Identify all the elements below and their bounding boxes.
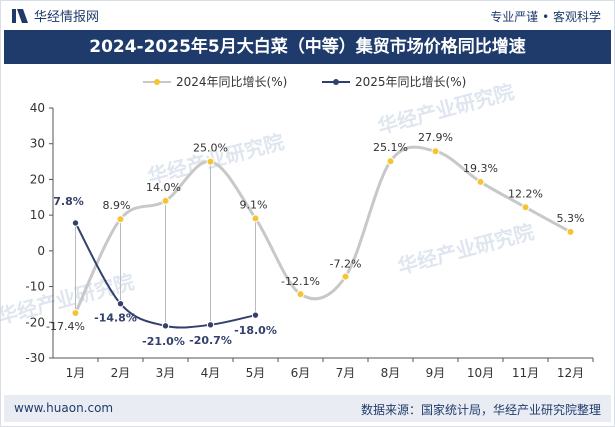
y-tick-label: -30 (25, 351, 45, 365)
point-2025 (251, 311, 260, 319)
data-label-2024: 9.1% (240, 198, 268, 211)
legend-marker-1 (154, 79, 160, 85)
data-label-2025: -21.0% (142, 335, 185, 348)
point-2024 (206, 157, 215, 166)
legend-label-2: 2025年同比增长(%) (355, 75, 466, 89)
x-tick-label: 12月 (557, 366, 584, 380)
data-label-2024: 27.9% (418, 131, 453, 144)
data-label-2025: -14.8% (94, 312, 137, 325)
point-2024 (71, 309, 80, 317)
footer-website: www.huaon.com (14, 401, 114, 415)
x-tick-label: 4月 (201, 366, 221, 380)
y-tick-label: -10 (25, 280, 45, 294)
brand-logo-icon (12, 8, 28, 23)
point-2025 (161, 322, 170, 330)
data-label-2025: 7.8% (53, 195, 84, 208)
legend-label-1: 2024年同比增长(%) (176, 75, 287, 89)
watermark-text: 华经产业研究院 (395, 219, 536, 278)
data-label-2025: -20.7% (189, 334, 232, 347)
point-2024 (341, 272, 350, 281)
data-label-2024: -17.4% (46, 320, 85, 333)
point-2024 (386, 157, 395, 166)
x-tick-label: 9月 (426, 366, 446, 380)
data-label-2024: 25.0% (193, 142, 228, 155)
x-tick-label: 2月 (111, 366, 131, 380)
data-label-2025: -18.0% (234, 324, 277, 337)
point-2024 (161, 196, 170, 205)
data-label-2024: 12.2% (508, 187, 543, 200)
data-label-2024: 14.0% (146, 181, 181, 194)
axes: 40 30 20 10 0 -10 -20 -30 1月 2月 3月 4月 5月 6月 7月 8月 9月 10月 1… (25, 101, 594, 380)
point-2024 (566, 227, 575, 236)
point-2025 (116, 300, 125, 308)
y-tick-label: 30 (30, 137, 45, 151)
data-label-2024: 19.3% (463, 162, 498, 175)
point-2024 (251, 214, 260, 223)
y-tick-label: -20 (25, 315, 45, 329)
data-label-2024: 5.3% (557, 212, 585, 225)
x-tick-label: 1月 (66, 366, 86, 380)
point-2025 (71, 219, 80, 227)
x-tick-label: 11月 (512, 366, 539, 380)
point-2025 (206, 321, 215, 329)
x-tick-label: 10月 (467, 366, 494, 380)
data-label-2024: 25.1% (373, 141, 408, 154)
x-tick-label: 3月 (156, 366, 176, 380)
chart-title: 2024-2025年5月大白菜（中等）集贸市场价格同比增速 (4, 30, 611, 64)
point-2024 (521, 203, 530, 212)
footer: www.huaon.com 数据来源：国家统计局，华经产业研究院整理 (4, 395, 611, 422)
y-tick-label: 0 (37, 244, 45, 258)
legend-marker-2 (333, 79, 339, 85)
point-2024 (431, 147, 440, 156)
y-tick-label: 20 (30, 172, 45, 186)
y-tick-label: 40 (30, 101, 45, 115)
footer-source: 数据来源：国家统计局，华经产业研究院整理 (360, 403, 601, 417)
data-label-2024: -7.2% (330, 258, 362, 271)
slogan: 专业严谨 • 客观科学 (490, 10, 601, 24)
y-tick-label: 10 (30, 208, 45, 222)
drop-lines (75, 161, 256, 326)
data-label-2024: 8.9% (103, 199, 131, 212)
brand-name: 华经情报网 (34, 10, 100, 25)
x-tick-label: 5月 (246, 366, 266, 380)
top-bar: 华经情报网 专业严谨 • 客观科学 (0, 0, 615, 30)
brand: 华经情报网 (12, 6, 99, 25)
x-tick-label: 8月 (381, 366, 401, 380)
x-tick-label: 6月 (291, 366, 311, 380)
point-2024 (476, 177, 485, 186)
data-labels: -17.4% 8.9% 14.0% 25.0% 9.1% -12.1% -7.2% 25.1%… (46, 131, 584, 348)
data-points (71, 147, 575, 330)
legend: 2024年同比增长(%) 2025年同比增长(%) (143, 75, 466, 89)
data-label-2024: -12.1% (281, 275, 320, 288)
point-2024 (116, 215, 125, 224)
x-tick-label: 7月 (336, 366, 356, 380)
point-2024 (296, 290, 305, 299)
